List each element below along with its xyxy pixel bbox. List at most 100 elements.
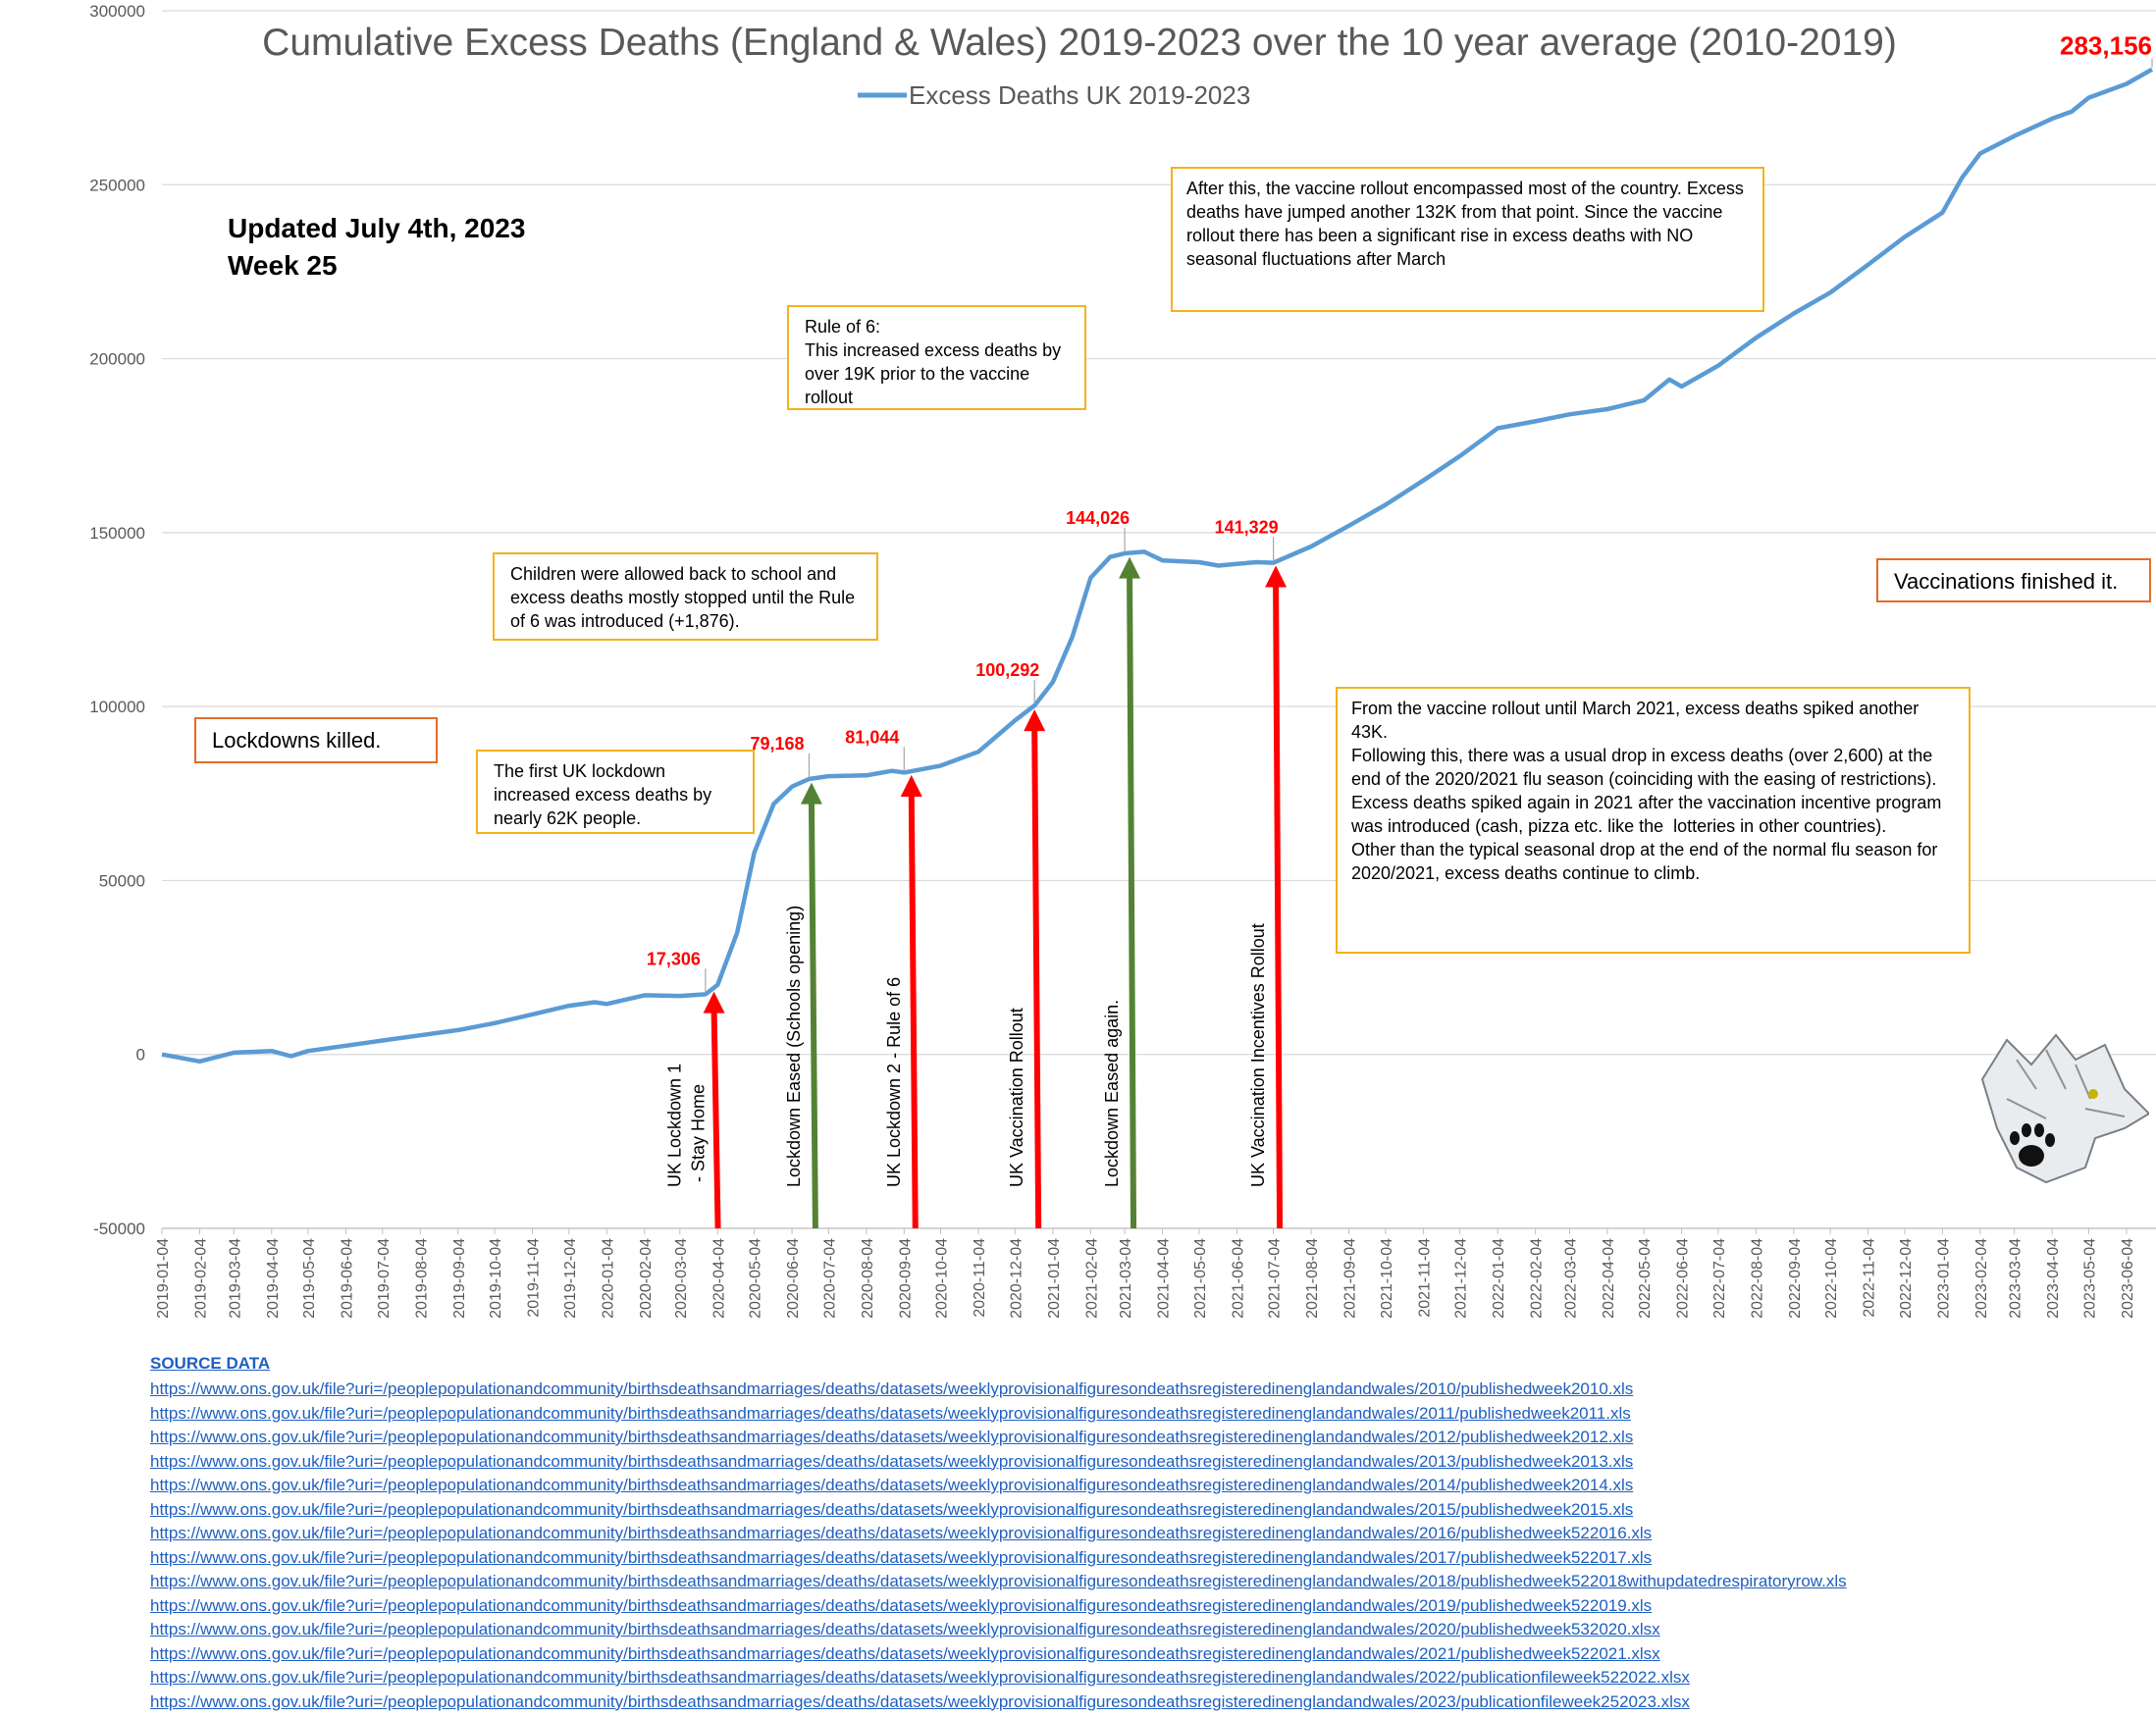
y-tick-label: 50000: [99, 871, 145, 890]
event-label: UK Lockdown 1 - Stay Home: [665, 1064, 709, 1187]
from-rollout-text-1: From the vaccine rollout until March 202…: [1351, 699, 1924, 742]
source-link[interactable]: https://www.ons.gov.uk/file?uri=/peoplep…: [150, 1668, 1690, 1687]
x-tick-label: 2021-01-04: [1046, 1238, 1063, 1319]
event-label-line: UK Lockdown 1: [665, 1064, 685, 1187]
rule-of-6-text: This increased excess deaths by over 19K…: [805, 340, 1067, 407]
lockdowns-killed-box: Lockdowns killed.: [194, 717, 438, 763]
rule-of-6-title: Rule of 6:: [805, 317, 881, 337]
event-arrow-shaft: [710, 1009, 721, 1229]
x-tick-label: 2022-04-04: [1601, 1238, 1617, 1319]
source-link[interactable]: https://www.ons.gov.uk/file?uri=/peoplep…: [150, 1643, 1660, 1663]
source-link[interactable]: https://www.ons.gov.uk/file?uri=/peoplep…: [150, 1691, 1690, 1711]
children-school-text: Children were allowed back to school and…: [510, 564, 861, 631]
event-arrow-shaft: [1127, 574, 1137, 1229]
from-rollout-box: From the vaccine rollout until March 202…: [1336, 687, 1971, 954]
x-tick-label: 2019-07-04: [376, 1238, 393, 1319]
x-tick-label: 2020-02-04: [638, 1238, 655, 1319]
x-tick-label: 2021-06-04: [1230, 1238, 1246, 1319]
x-tick-label: 2019-08-04: [413, 1238, 430, 1319]
source-link[interactable]: https://www.ons.gov.uk/file?uri=/peoplep…: [150, 1547, 1653, 1567]
data-label: 79,168: [750, 734, 804, 754]
event-arrowhead: [1119, 556, 1141, 579]
x-tick-label: 2022-09-04: [1787, 1238, 1804, 1319]
event-label-line: UK Lockdown 2 - Rule of 6: [884, 977, 904, 1187]
x-tick-label: 2019-11-04: [526, 1238, 543, 1318]
event-label: UK Lockdown 2 - Rule of 6: [884, 977, 904, 1187]
x-tick-label: 2023-06-04: [2120, 1238, 2136, 1319]
x-tick-label: 2019-04-04: [265, 1238, 282, 1319]
x-tick-label: 2019-03-04: [227, 1238, 243, 1319]
event-arrows: UK Lockdown 1 - Stay Home Lockdown Eased …: [665, 556, 1288, 1229]
source-link[interactable]: https://www.ons.gov.uk/file?uri=/peoplep…: [150, 1620, 1660, 1638]
data-label: 81,044: [845, 727, 899, 747]
first-lockdown-box: The first UK lockdown increased excess d…: [476, 750, 755, 834]
y-tick-label: 150000: [89, 524, 145, 543]
vaccinations-finished-box: Vaccinations finished it.: [1876, 558, 2151, 602]
x-tick-label: 2020-10-04: [934, 1238, 951, 1319]
event-arrow: UK Lockdown 2 - Rule of 6: [884, 774, 922, 1229]
series-line-excess-deaths: [161, 67, 2154, 1065]
source-link[interactable]: https://www.ons.gov.uk/file?uri=/peoplep…: [150, 1451, 1634, 1471]
updated-note: Updated July 4th, 2023 Week 25: [228, 210, 525, 285]
event-label-line: - Stay Home: [689, 1084, 709, 1187]
event-arrow: UK Vaccination Incentives Rollout: [1248, 565, 1288, 1229]
x-tick-label: 2022-03-04: [1562, 1238, 1579, 1319]
source-link[interactable]: https://www.ons.gov.uk/file?uri=/peoplep…: [150, 1499, 1634, 1519]
x-tick-label: 2019-02-04: [192, 1238, 209, 1319]
x-tick-label: 2023-02-04: [1973, 1238, 1990, 1319]
source-link[interactable]: https://www.ons.gov.uk/file?uri=/peoplep…: [150, 1524, 1653, 1542]
source-link[interactable]: https://www.ons.gov.uk/file?uri=/peoplep…: [150, 1476, 1634, 1494]
y-tick-label: 0: [136, 1046, 145, 1065]
source-link[interactable]: https://www.ons.gov.uk/file?uri=/peoplep…: [150, 1379, 1634, 1398]
x-tick-label: 2021-04-04: [1156, 1238, 1173, 1319]
x-tick-label: 2022-07-04: [1711, 1238, 1728, 1319]
y-tick-label: 200000: [89, 350, 145, 369]
event-arrow: Lockdown Eased (Schools opening): [784, 782, 822, 1229]
x-tick-label: 2020-05-04: [748, 1238, 764, 1319]
source-link[interactable]: https://www.ons.gov.uk/file?uri=/peoplep…: [150, 1572, 1847, 1590]
event-arrow-shaft: [1031, 727, 1042, 1229]
data-labels: 17,306 79,168 81,044 100,292 144,026 141,329 2…: [647, 31, 2153, 993]
y-tick-label: 300000: [89, 2, 145, 21]
lockdowns-killed-text: Lockdowns killed.: [212, 728, 382, 753]
source-link[interactable]: https://www.ons.gov.uk/file?uri=/peoplep…: [150, 1428, 1634, 1446]
event-arrow-shaft: [908, 792, 919, 1229]
x-tick-label: 2021-08-04: [1304, 1238, 1321, 1319]
event-label: UK Vaccination Incentives Rollout: [1248, 923, 1268, 1187]
event-arrowhead: [1024, 709, 1046, 732]
x-tick-label: 2020-11-04: [972, 1238, 988, 1318]
first-lockdown-text: The first UK lockdown increased excess d…: [494, 761, 717, 828]
chart-title: Cumulative Excess Deaths (England & Wale…: [262, 22, 1897, 64]
x-tick-label: 2022-11-04: [1862, 1238, 1878, 1318]
data-label: 100,292: [975, 660, 1039, 680]
data-label: 283,156: [2060, 31, 2152, 61]
data-label: 144,026: [1066, 508, 1130, 528]
rule-of-6-box: Rule of 6: This increased excess deaths …: [787, 305, 1086, 410]
event-label-line: UK Vaccination Incentives Rollout: [1248, 923, 1268, 1187]
event-arrow: UK Vaccination Rollout: [1007, 709, 1046, 1229]
legend-label: Excess Deaths UK 2019-2023: [909, 80, 1250, 110]
x-tick-label: 2021-11-04: [1416, 1238, 1433, 1318]
x-tick-label: 2021-05-04: [1192, 1238, 1209, 1319]
event-arrowhead: [703, 991, 725, 1014]
source-link[interactable]: https://www.ons.gov.uk/file?uri=/peoplep…: [150, 1595, 1653, 1615]
source-links-list: https://www.ons.gov.uk/file?uri=/peoplep…: [150, 1378, 1847, 1714]
event-arrow: Lockdown Eased again.: [1102, 556, 1141, 1229]
x-tick-label: 2020-07-04: [821, 1238, 838, 1319]
x-tick-label: 2021-03-04: [1118, 1238, 1134, 1319]
x-tick-label: 2021-09-04: [1342, 1238, 1359, 1319]
event-arrow: UK Lockdown 1 - Stay Home: [665, 991, 725, 1229]
x-tick-label: 2020-08-04: [860, 1238, 876, 1319]
x-tick-label: 2019-12-04: [562, 1238, 579, 1319]
updated-date: Updated July 4th, 2023: [228, 213, 526, 243]
event-label-line: UK Vaccination Rollout: [1007, 1008, 1026, 1187]
x-tick-label: 2023-01-04: [1935, 1238, 1952, 1319]
x-tick-label: 2020-06-04: [785, 1238, 802, 1319]
x-tick-label: 2022-12-04: [1898, 1238, 1915, 1319]
event-label-line: Lockdown Eased again.: [1102, 1000, 1122, 1187]
updated-week: Week 25: [228, 250, 338, 281]
source-link[interactable]: https://www.ons.gov.uk/file?uri=/peoplep…: [150, 1403, 1631, 1423]
x-tick-label: 2023-04-04: [2045, 1238, 2062, 1319]
after-rollout-text: After this, the vaccine rollout encompas…: [1186, 179, 1749, 269]
x-tick-label: 2019-10-04: [488, 1238, 504, 1319]
